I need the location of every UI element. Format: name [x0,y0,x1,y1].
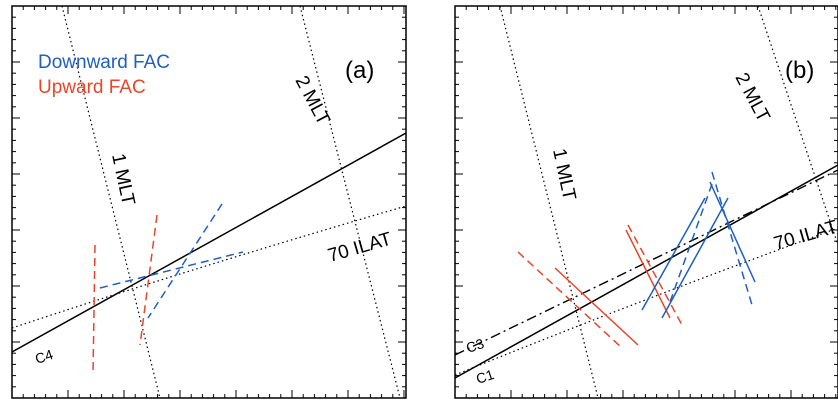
mlt2-label-a: 2 MLT [291,72,334,129]
panel-b: (b) 2 MLT 1 MLT 70 ILAT C3 C1 [454,5,838,399]
panel-tag-a: (a) [345,57,374,84]
mlt2-label-b: 2 MLT [731,69,774,126]
ilat70-label-a: 70 ILAT [326,229,395,267]
ilat70-label-b: 70 ILAT [772,217,838,255]
downward-fac-sheet-b1 [711,171,753,306]
downward-fac-sheet-b3 [641,197,706,311]
mlt2-meridian-b [757,6,838,246]
upward-fac-sheet-b4 [625,229,671,319]
frame-b [454,5,838,399]
mlt1-meridian-b [499,6,599,398]
mlt1-label-a: 1 MLT [107,152,139,208]
panel-tag-b: (b) [785,57,814,84]
panel-a: Downward FAC Upward FAC (a) 2 MLT 1 MLT … [11,5,407,399]
ticks-a [11,5,406,399]
legend-upward: Upward FAC [38,77,146,98]
frame-a [11,5,407,399]
downward-fac-sheet-b4 [661,197,729,319]
ilat70-curve-a [12,205,406,329]
upward-fac-sheet-a1 [92,244,96,376]
downward-fac-sheet-b2 [709,181,756,283]
track-c4 [12,132,406,353]
crossing-label-c4: C4 [33,346,55,367]
upward-fac-sheet-b2 [554,267,639,346]
downward-fac-sheet-a1 [99,251,244,289]
crossing-label-c1: C1 [474,366,496,387]
downward-fac-sheet-b5 [669,183,713,303]
crossing-label-c3: C3 [464,335,486,356]
upward-fac-sheet-b1 [517,251,623,349]
mlt1-label-b: 1 MLT [548,147,580,203]
legend-downward: Downward FAC [38,52,170,73]
ilat70-curve-b [455,227,838,376]
upward-fac-sheet-a2 [139,214,158,346]
downward-fac-sheet-a2 [147,203,223,319]
upward-fac-sheet-b3 [627,224,683,326]
ticks-b [454,5,838,399]
